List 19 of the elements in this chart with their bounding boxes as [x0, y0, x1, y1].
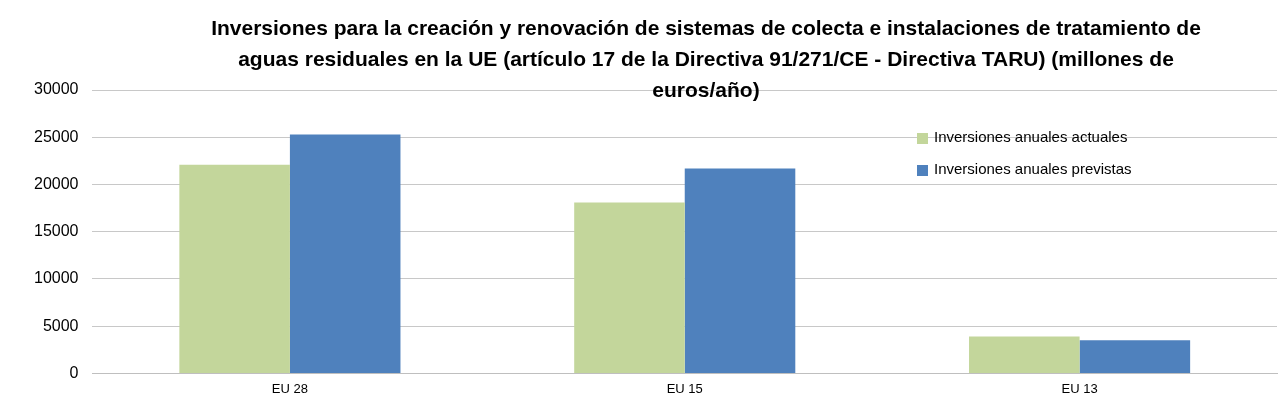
x-tick-label: EU 28 — [271, 380, 308, 396]
y-tick-label: 20000 — [33, 174, 79, 192]
bar — [684, 168, 796, 373]
y-tick-label: 5000 — [42, 316, 79, 334]
y-tick-label: 15000 — [33, 222, 79, 240]
legend-label: Inversiones anuales actuales — [934, 128, 1128, 146]
bar — [1079, 340, 1191, 373]
y-tick-label: 25000 — [33, 127, 79, 145]
y-tick-label: 10000 — [33, 269, 79, 287]
y-tick-label: 30000 — [33, 80, 79, 98]
bar — [574, 202, 685, 373]
x-tick-label: EU 13 — [1061, 380, 1098, 396]
bar — [289, 134, 401, 373]
bar — [969, 336, 1080, 373]
chart-title: Inversiones para la creación y renovación de sistemas de colecta e instalaciones de tratamiento de aguas residuales en la UE (artículo 17 de la Directiva 91/271/CE - Directiva TARU) (millones de euros/año) — [211, 15, 1201, 101]
legend-label: Inversiones anuales previstas — [934, 160, 1132, 178]
bar — [179, 164, 290, 373]
x-tick-label: EU 15 — [666, 380, 703, 396]
y-tick-label: 0 — [69, 363, 79, 381]
